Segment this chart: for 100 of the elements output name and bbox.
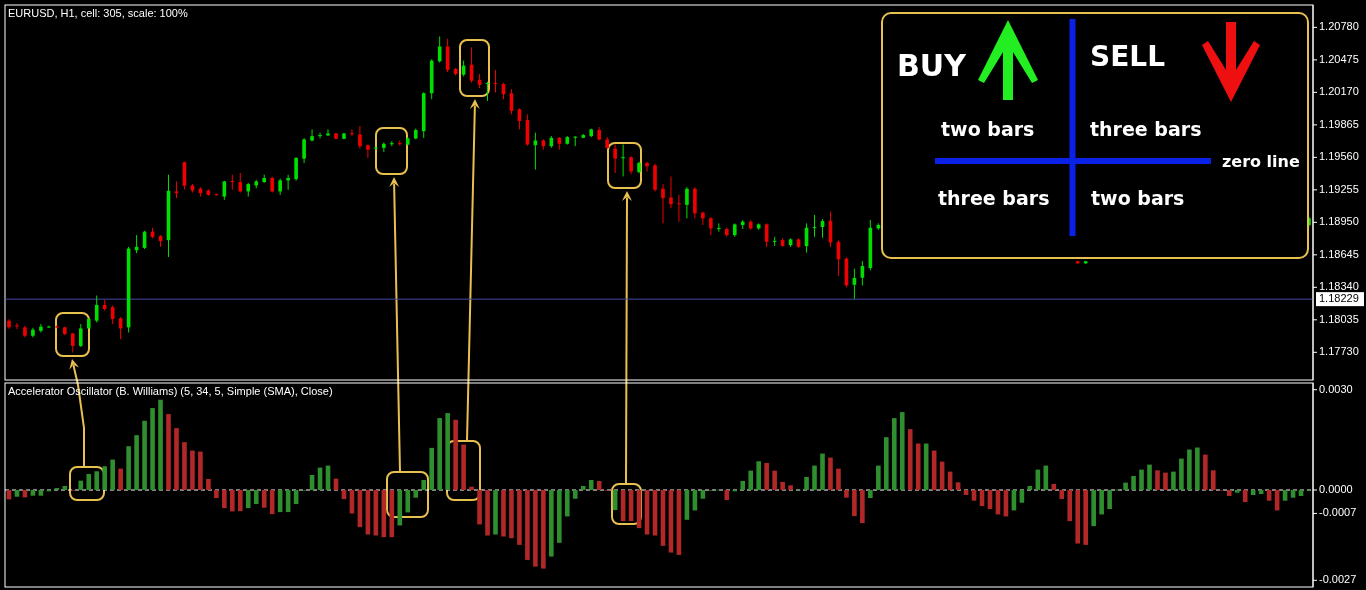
bar xyxy=(1051,484,1057,491)
bar xyxy=(572,490,578,499)
y-tick-label: 1.20780 xyxy=(1319,20,1359,33)
bar xyxy=(772,470,777,491)
bar xyxy=(253,490,259,505)
candlestick xyxy=(318,132,322,139)
bar xyxy=(429,447,434,491)
bar xyxy=(461,444,466,491)
bar xyxy=(437,418,442,491)
bar xyxy=(525,490,530,560)
bar xyxy=(1147,464,1152,491)
bar xyxy=(110,459,115,491)
bar xyxy=(1226,490,1232,497)
bar xyxy=(860,490,865,524)
bar xyxy=(1107,490,1112,510)
bar xyxy=(86,473,92,491)
bar xyxy=(564,490,570,517)
candlestick xyxy=(350,128,354,137)
bar xyxy=(844,490,849,498)
bar xyxy=(174,428,179,491)
bar xyxy=(261,490,267,508)
candlestick xyxy=(310,128,314,142)
bar xyxy=(971,490,977,501)
bar xyxy=(142,420,147,491)
y-tick-label: 1.17730 xyxy=(1319,345,1359,358)
candlestick xyxy=(238,172,243,193)
bar xyxy=(397,490,403,526)
bar xyxy=(1139,469,1144,491)
ref-line-label: 1.18229 xyxy=(1319,292,1359,305)
bar xyxy=(445,413,450,491)
candlestick xyxy=(701,211,705,226)
bar xyxy=(876,465,881,491)
bar xyxy=(485,490,490,536)
bar xyxy=(891,418,897,491)
annotation: zero line xyxy=(1222,152,1300,171)
bar xyxy=(158,399,163,491)
candlestick xyxy=(70,332,75,354)
bar xyxy=(955,482,961,491)
bar xyxy=(1019,490,1025,503)
y-tick-label: -0.0007 xyxy=(1319,506,1357,519)
bar xyxy=(118,468,123,491)
y-tick-label: -0.0027 xyxy=(1319,573,1357,586)
bar xyxy=(493,490,498,535)
candlestick xyxy=(677,194,681,223)
candlestick xyxy=(39,323,43,333)
bar xyxy=(1155,470,1160,491)
bar xyxy=(30,490,36,496)
bar xyxy=(1290,490,1296,498)
bar xyxy=(907,429,913,491)
bar xyxy=(206,478,211,491)
bar xyxy=(1195,447,1200,491)
bar xyxy=(788,485,793,491)
chart-title: EURUSD, H1, cell: 305, scale: 100% xyxy=(8,7,188,19)
candlestick xyxy=(366,144,370,159)
bar xyxy=(1179,458,1184,491)
bar xyxy=(150,408,155,491)
annotation: two bars xyxy=(941,118,1035,140)
candlestick xyxy=(573,135,578,147)
bar xyxy=(453,419,458,491)
bar xyxy=(756,461,761,491)
bar xyxy=(469,486,474,491)
bar xyxy=(533,490,538,567)
annotation: three bars xyxy=(1090,118,1202,140)
bar xyxy=(915,443,921,491)
y-tick-label: 0.0000 xyxy=(1319,482,1353,495)
bar xyxy=(214,490,219,499)
candlestick xyxy=(326,128,330,137)
bar xyxy=(237,490,243,512)
bar xyxy=(126,446,131,491)
bar xyxy=(557,490,562,543)
bar xyxy=(580,486,586,491)
candlestick xyxy=(302,137,306,164)
bar xyxy=(102,466,107,491)
bar xyxy=(700,490,706,499)
bar xyxy=(413,490,419,498)
bar xyxy=(1234,490,1240,493)
bar xyxy=(836,468,841,491)
y-tick-label: 1.19255 xyxy=(1319,182,1359,195)
bar xyxy=(804,476,809,491)
bar xyxy=(477,490,482,525)
bar xyxy=(724,490,730,501)
candlestick xyxy=(78,323,83,348)
bar xyxy=(1282,490,1288,501)
candlestick xyxy=(621,143,625,177)
candlestick xyxy=(294,156,298,182)
bar xyxy=(222,490,227,509)
annotation: SELL xyxy=(1090,40,1166,73)
bar xyxy=(230,490,235,512)
candlestick xyxy=(358,125,362,149)
candlestick xyxy=(613,143,617,174)
candlestick xyxy=(685,186,689,219)
bar xyxy=(1099,490,1104,515)
bar xyxy=(1075,490,1081,544)
candlestick xyxy=(717,222,721,233)
annotation: BUY xyxy=(897,48,968,83)
y-tick-label: 1.19865 xyxy=(1319,117,1359,130)
y-tick-label: 1.18035 xyxy=(1319,312,1359,325)
y-tick-label: 0.0030 xyxy=(1319,382,1353,395)
bar xyxy=(740,480,746,491)
bar xyxy=(509,490,514,539)
